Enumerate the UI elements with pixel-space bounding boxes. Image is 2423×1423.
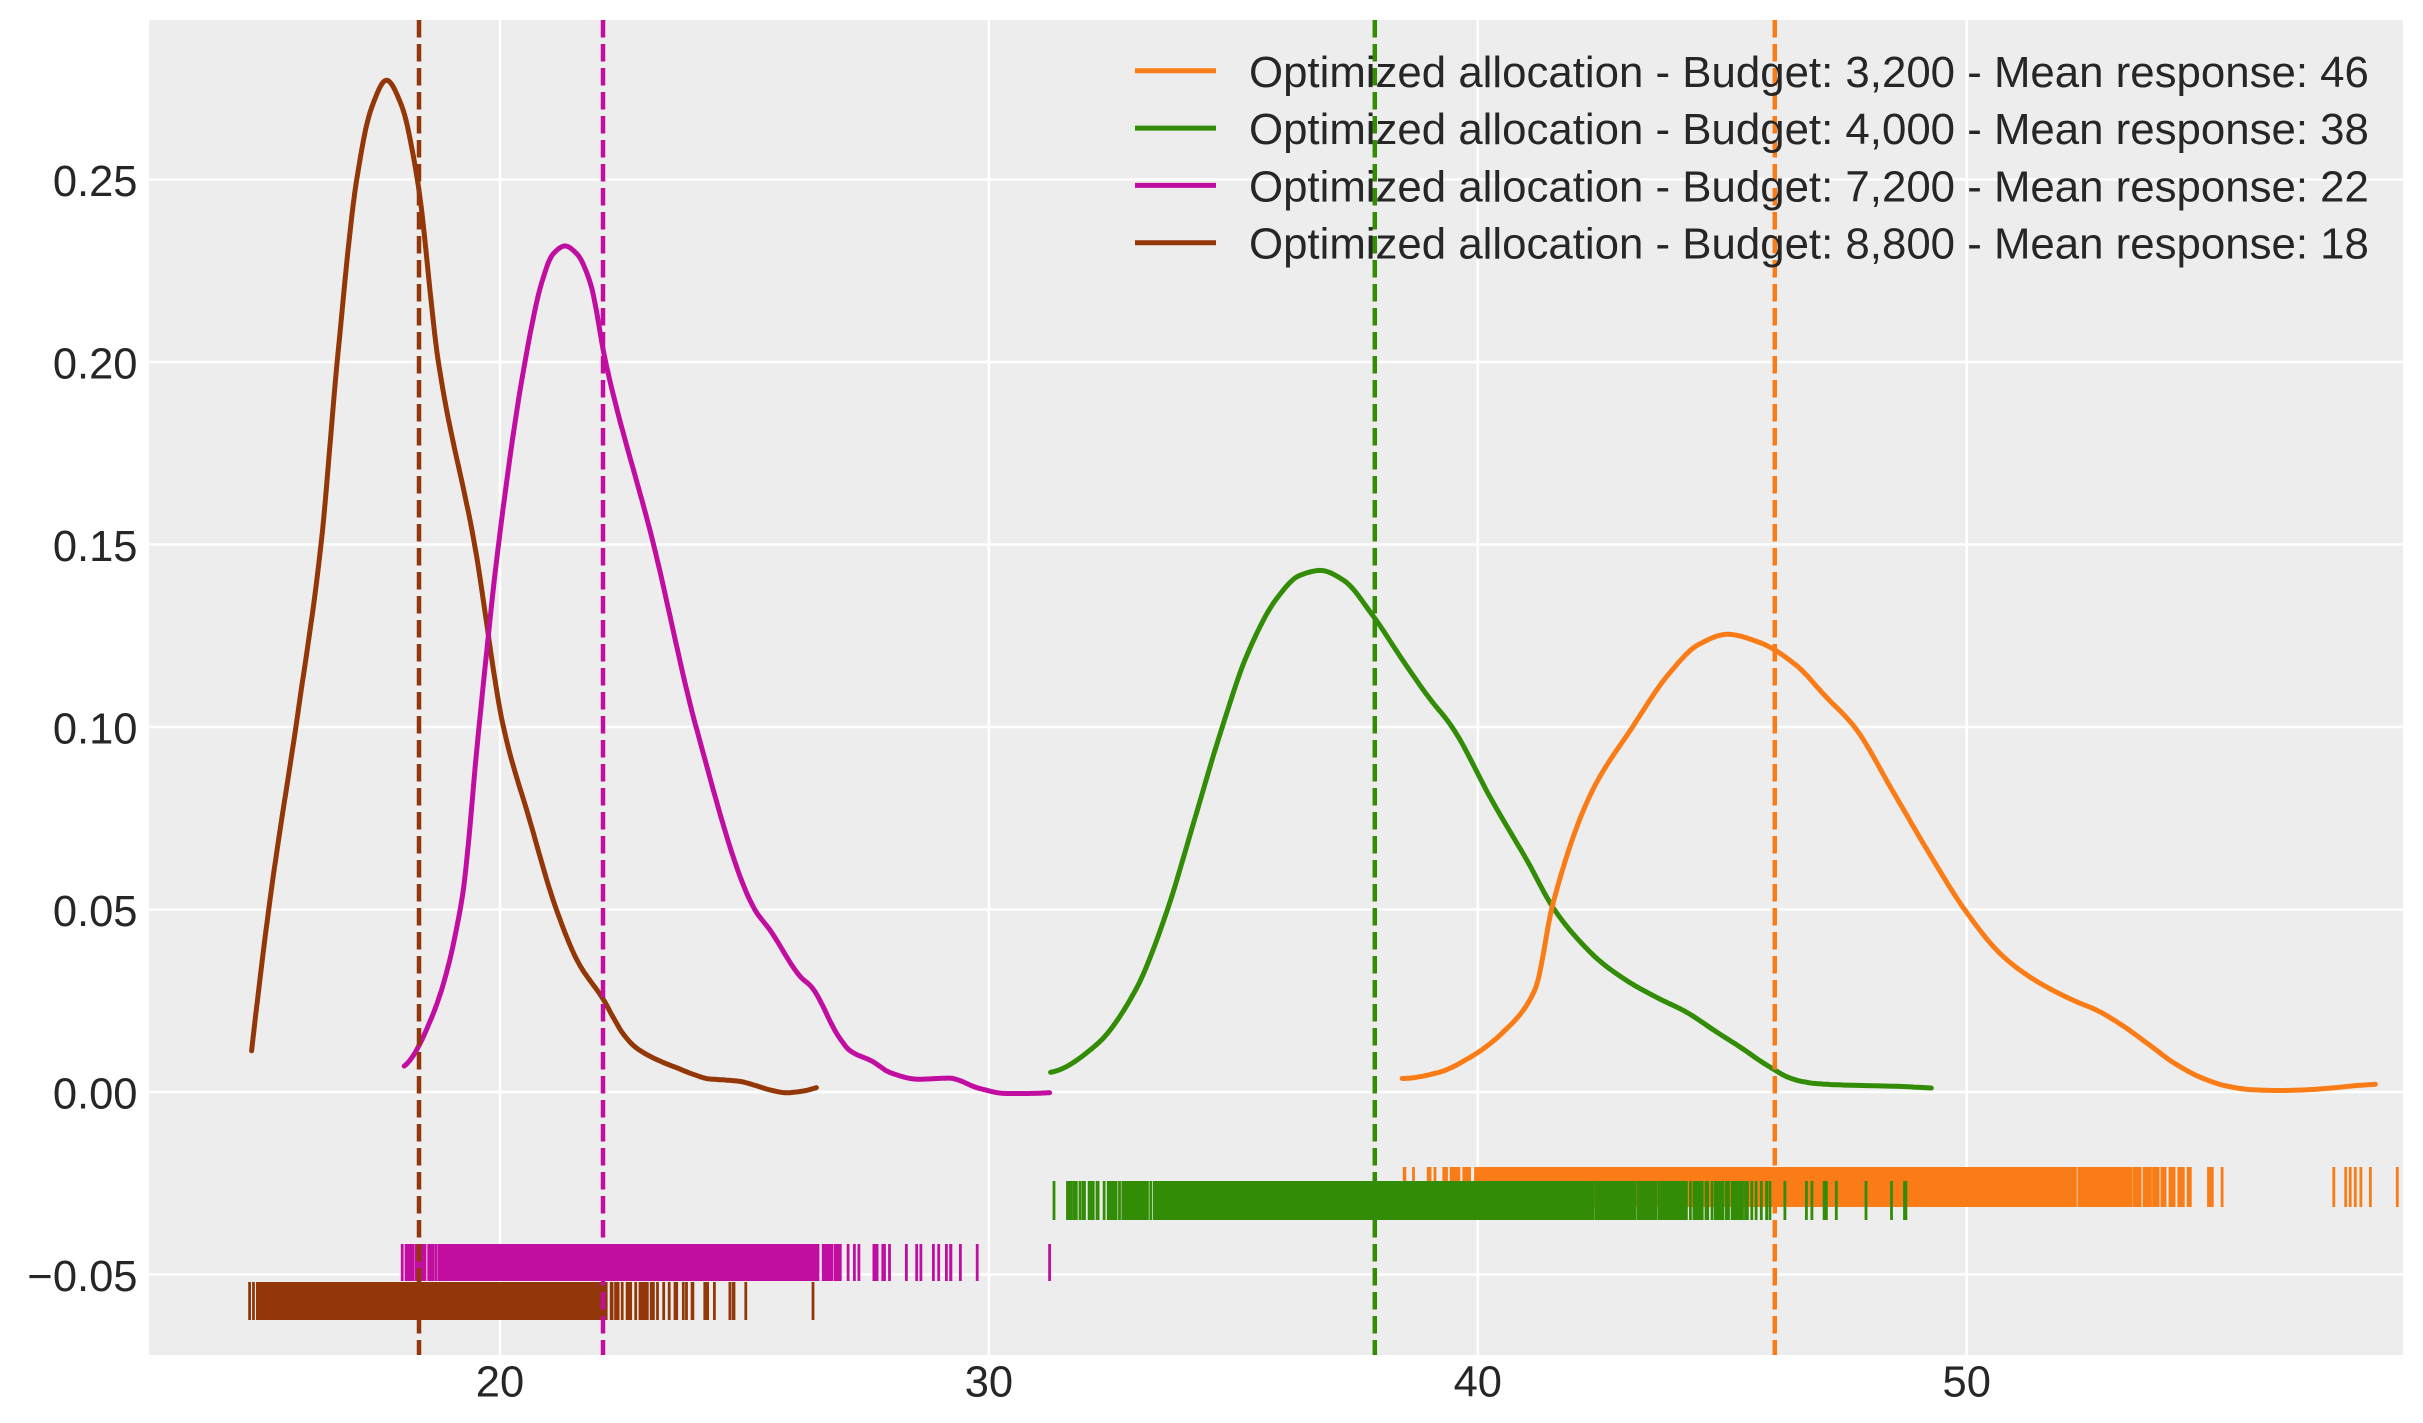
svg-text:50: 50 bbox=[1943, 1358, 1991, 1406]
svg-text:0.25: 0.25 bbox=[53, 158, 138, 206]
svg-text:30: 30 bbox=[965, 1358, 1013, 1406]
svg-text:0.20: 0.20 bbox=[53, 341, 138, 389]
svg-text:Optimized allocation - Budget:: Optimized allocation - Budget: 3,200 - M… bbox=[1249, 48, 2369, 97]
svg-text:Optimized allocation - Budget:: Optimized allocation - Budget: 8,800 - M… bbox=[1249, 220, 2369, 269]
svg-text:0.10: 0.10 bbox=[53, 706, 138, 754]
svg-text:0.05: 0.05 bbox=[53, 888, 138, 936]
svg-text:Optimized allocation - Budget:: Optimized allocation - Budget: 4,000 - M… bbox=[1249, 105, 2369, 154]
svg-text:−0.05: −0.05 bbox=[27, 1253, 137, 1301]
svg-text:0.15: 0.15 bbox=[53, 523, 138, 571]
svg-text:40: 40 bbox=[1454, 1358, 1502, 1406]
svg-text:Optimized allocation - Budget:: Optimized allocation - Budget: 7,200 - M… bbox=[1249, 162, 2369, 211]
svg-text:20: 20 bbox=[476, 1358, 524, 1406]
svg-text:0.00: 0.00 bbox=[53, 1071, 138, 1119]
